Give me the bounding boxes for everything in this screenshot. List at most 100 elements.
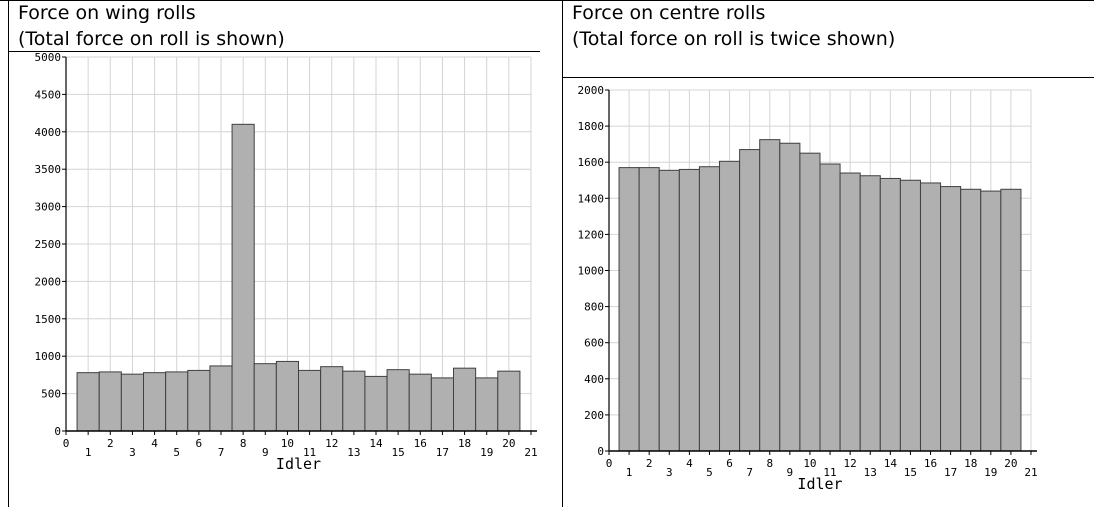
wing-xtick-label: 14 xyxy=(369,437,383,450)
centre-ytick-label: 1600 xyxy=(578,156,605,169)
centre-bar-16 xyxy=(919,182,942,452)
wing-bar-5 xyxy=(165,371,189,432)
centre-ytick-label: 0 xyxy=(597,445,604,458)
centre-xtick-label: 17 xyxy=(944,466,957,479)
centre-xtick-label: 6 xyxy=(726,457,733,470)
centre-xtick-label: 9 xyxy=(787,466,794,479)
wing-ytick-label: 4500 xyxy=(35,88,62,101)
chart-wing-rolls: 0 500 1000 1500 2000 2500 3000 3500 4000 4500 5000… xyxy=(35,52,538,473)
centre-bar-10 xyxy=(799,152,821,452)
centre-ytick-label: 1800 xyxy=(578,120,605,133)
centre-ytick-label: 1200 xyxy=(578,228,605,241)
wing-bar-20 xyxy=(497,370,521,432)
wing-ytick-label: 4000 xyxy=(35,126,62,139)
centre-ytick-label: 200 xyxy=(584,409,604,422)
centre-xtick-label: 13 xyxy=(864,466,877,479)
centre-ytick-label: 1400 xyxy=(578,192,605,205)
wing-xtick-label: 13 xyxy=(347,446,360,459)
centre-bar-20 xyxy=(1000,188,1022,452)
wing-xtick-label: 20 xyxy=(502,437,515,450)
centre-xtick-label: 12 xyxy=(844,457,857,470)
wing-xtick-label: 3 xyxy=(129,446,136,459)
wing-ytick-label: 2500 xyxy=(35,238,62,251)
panel-1-title-line1: Force on wing rolls xyxy=(18,2,196,24)
centre-xtick-label: 14 xyxy=(884,457,898,470)
centre-xlabel: Idler xyxy=(797,475,842,493)
wing-bar-17 xyxy=(430,377,455,432)
centre-xtick-label: 11 xyxy=(823,466,836,479)
centre-ytick-label: 600 xyxy=(584,337,604,350)
panel-2-title-line2: (Total force on roll is twice shown) xyxy=(572,28,896,50)
wing-ytick-label: 3000 xyxy=(35,201,62,214)
centre-bar-5 xyxy=(698,166,721,452)
centre-xtick-label: 16 xyxy=(924,457,937,470)
wing-xtick-label: 21 xyxy=(524,446,537,459)
wing-bar-3 xyxy=(120,373,144,432)
centre-bar-6 xyxy=(719,160,741,452)
centre-xtick-label: 4 xyxy=(686,457,693,470)
centre-xtick-label: 2 xyxy=(646,457,653,470)
wing-xtick-label: 5 xyxy=(173,446,180,459)
centre-bar-3 xyxy=(658,169,680,452)
wing-xtick-label: 1 xyxy=(85,446,92,459)
centre-xtick-label: 15 xyxy=(904,466,917,479)
wing-ytick-label: 500 xyxy=(41,388,61,401)
centre-xtick-label: 20 xyxy=(1004,457,1017,470)
wing-ytick-label: 0 xyxy=(54,425,61,438)
centre-ytick-label: 1000 xyxy=(578,265,605,278)
wing-bar-1 xyxy=(76,372,100,432)
centre-xtick-label: 10 xyxy=(803,457,816,470)
wing-bar-15 xyxy=(386,369,410,432)
centre-xtick-label: 8 xyxy=(766,457,773,470)
wing-bar-19 xyxy=(475,377,499,432)
wing-bar-4 xyxy=(143,372,167,432)
centre-xtick-label: 7 xyxy=(746,466,753,479)
wing-xtick-label: 7 xyxy=(218,446,225,459)
centre-bar-18 xyxy=(960,188,982,452)
wing-xtick-label: 18 xyxy=(458,437,471,450)
chart-centre-rolls: 0200400600800100012001400160018002000012… xyxy=(578,84,1038,493)
wing-xtick-label: 10 xyxy=(281,437,294,450)
wing-ytick-label: 2000 xyxy=(35,275,62,288)
wing-bar-11 xyxy=(298,369,322,432)
centre-ytick-label: 800 xyxy=(584,301,604,314)
centre-ytick-label: 400 xyxy=(584,373,604,386)
centre-xtick-label: 0 xyxy=(606,457,613,470)
wing-xlabel: Idler xyxy=(276,455,321,473)
wing-bar-8 xyxy=(231,123,255,432)
wing-xtick-label: 6 xyxy=(196,437,203,450)
wing-xtick-label: 0 xyxy=(63,437,70,450)
wing-ytick-label: 5000 xyxy=(35,52,62,64)
wing-xtick-label: 9 xyxy=(262,446,269,459)
centre-bar-17 xyxy=(940,186,962,452)
centre-bar-4 xyxy=(678,168,700,452)
wing-ytick-label: 1500 xyxy=(35,313,62,326)
wing-xtick-label: 15 xyxy=(392,446,405,459)
centre-bar-14 xyxy=(879,177,901,452)
wing-bar-16 xyxy=(408,373,432,432)
centre-xtick-label: 5 xyxy=(706,466,713,479)
centre-bar-9 xyxy=(779,142,801,452)
centre-xtick-label: 19 xyxy=(984,466,997,479)
wing-bar-6 xyxy=(187,369,211,432)
wing-bar-18 xyxy=(453,367,477,432)
wing-bar-2 xyxy=(98,371,122,432)
panel-2-title-line1: Force on centre rolls xyxy=(572,2,766,24)
centre-xtick-label: 3 xyxy=(666,466,673,479)
panel-1-title-line2: (Total force on roll is shown) xyxy=(18,28,285,50)
wing-ytick-label: 3500 xyxy=(35,163,62,176)
centre-plot: 0200400600800100012001400160018002000012… xyxy=(578,84,1038,493)
centre-bar-2 xyxy=(638,167,660,452)
wing-xtick-label: 11 xyxy=(303,446,316,459)
centre-bar-1 xyxy=(618,167,640,452)
centre-bar-15 xyxy=(899,179,921,452)
wing-xtick-label: 2 xyxy=(107,437,114,450)
centre-bar-12 xyxy=(839,172,861,452)
wing-bar-13 xyxy=(342,370,366,432)
centre-xtick-label: 18 xyxy=(964,457,977,470)
wing-bar-14 xyxy=(364,375,388,432)
wing-bar-12 xyxy=(320,366,344,432)
wing-xtick-label: 19 xyxy=(480,446,493,459)
wing-bar-7 xyxy=(209,365,233,432)
